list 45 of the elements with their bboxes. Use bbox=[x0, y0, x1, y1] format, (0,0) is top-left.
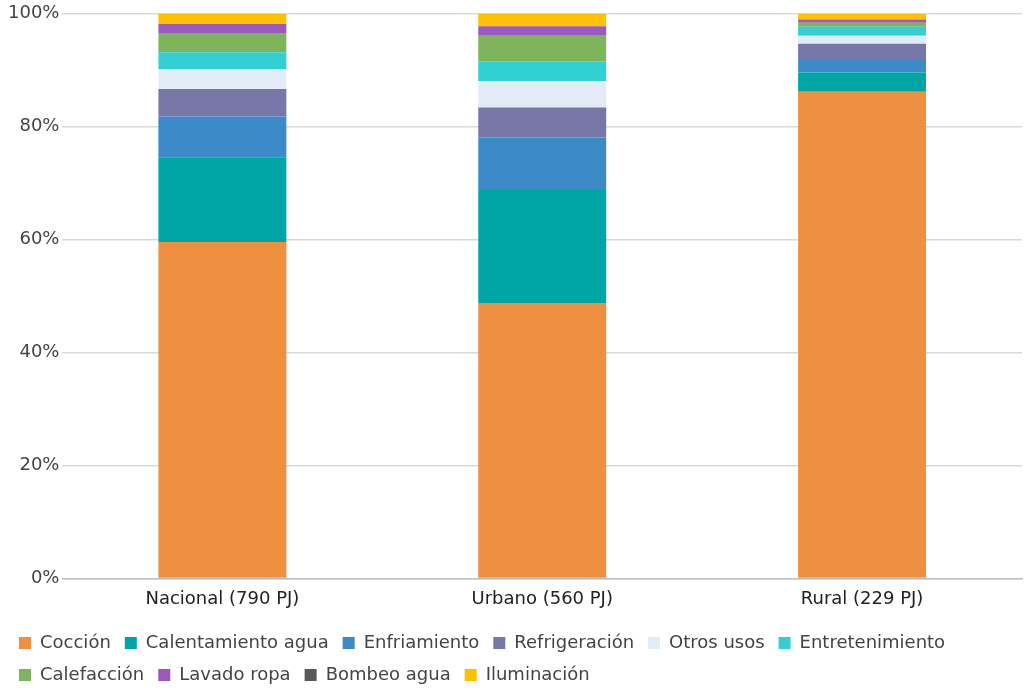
bar bbox=[478, 35, 607, 62]
bar bbox=[478, 26, 607, 36]
bar bbox=[478, 61, 607, 81]
bar bbox=[798, 43, 927, 61]
bar bbox=[478, 189, 607, 303]
legend-label: Refrigeración bbox=[514, 630, 635, 652]
legend-label: Otros usos bbox=[669, 630, 765, 652]
bar bbox=[478, 107, 607, 138]
legend-label: Calefacción bbox=[40, 662, 145, 684]
legend-label: Calentamiento agua bbox=[145, 630, 329, 652]
bar bbox=[478, 302, 607, 578]
bar bbox=[798, 60, 927, 73]
bar bbox=[798, 26, 927, 36]
bar bbox=[158, 52, 287, 70]
bar bbox=[798, 22, 927, 27]
x-tick-label: Nacional (790 PJ) bbox=[145, 586, 300, 608]
bar bbox=[158, 69, 287, 89]
bar bbox=[798, 91, 927, 578]
y-tick-label: 60% bbox=[19, 227, 60, 249]
bar bbox=[158, 13, 287, 24]
bar bbox=[478, 80, 607, 108]
y-tick-label: 80% bbox=[19, 114, 60, 136]
bar bbox=[158, 33, 287, 53]
bar bbox=[158, 23, 287, 33]
x-tick-label: Rural (229 PJ) bbox=[800, 586, 924, 608]
bar bbox=[158, 88, 287, 117]
legend-label: Iluminación bbox=[485, 662, 590, 684]
legend-label: Bombeo agua bbox=[325, 662, 451, 684]
y-tick-label: 40% bbox=[19, 340, 60, 362]
legend-label: Entretenimiento bbox=[799, 630, 946, 652]
bar bbox=[798, 35, 927, 44]
y-tick-label: 20% bbox=[19, 453, 60, 475]
y-tick-label: 0% bbox=[30, 566, 60, 588]
y-tick-label: 100% bbox=[7, 1, 60, 23]
bar bbox=[798, 72, 927, 92]
bar bbox=[158, 241, 287, 578]
bar bbox=[158, 116, 287, 158]
legend-label: Lavado ropa bbox=[179, 662, 291, 684]
bar bbox=[158, 157, 287, 242]
bar bbox=[478, 137, 607, 190]
legend-label: Enfriamiento bbox=[363, 630, 480, 652]
bar bbox=[478, 13, 607, 27]
legend-label: Cocción bbox=[40, 630, 111, 652]
x-tick-label: Urbano (560 PJ) bbox=[471, 586, 613, 608]
bar bbox=[798, 19, 927, 23]
